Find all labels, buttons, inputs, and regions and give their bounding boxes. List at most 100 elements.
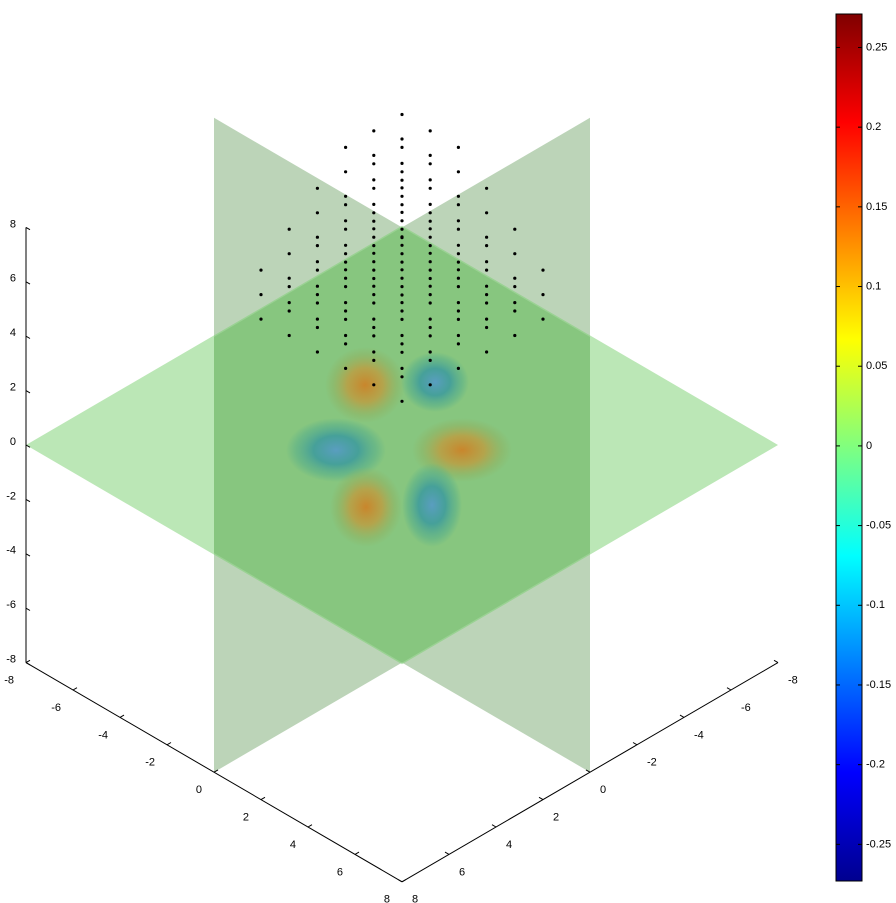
sample-point <box>344 342 348 346</box>
sample-point <box>485 268 489 272</box>
sample-point <box>456 309 460 313</box>
sample-point <box>315 350 319 354</box>
sample-point <box>400 145 404 149</box>
y-tick <box>679 714 685 718</box>
sample-point <box>315 260 319 264</box>
y-tick-label: -8 <box>788 675 798 687</box>
sample-point <box>513 285 517 289</box>
sample-point <box>428 268 432 272</box>
x-tick <box>213 769 219 773</box>
sample-point <box>485 260 489 264</box>
y-tick <box>632 742 638 746</box>
sample-point <box>287 285 291 289</box>
slice-plane <box>26 225 778 665</box>
sample-point <box>372 276 376 281</box>
colorbar-tick-label: 0.15 <box>866 201 887 213</box>
z-tick <box>25 553 31 557</box>
sample-point <box>456 317 460 321</box>
z-tick <box>25 662 31 666</box>
sample-point <box>372 219 376 223</box>
colorbar-tick-label: -0.25 <box>866 838 891 850</box>
sample-point <box>344 260 348 264</box>
z-tick <box>25 226 31 231</box>
sample-point <box>344 243 348 247</box>
sample-point <box>400 293 404 297</box>
sample-point <box>428 186 432 190</box>
z-tick-label: 4 <box>10 327 16 339</box>
sample-point <box>485 350 489 354</box>
sample-point <box>400 178 404 182</box>
colorbar-tick-label: 0.2 <box>866 121 881 133</box>
sample-point <box>428 301 432 305</box>
sample-point <box>287 276 291 280</box>
sample-point <box>372 244 376 248</box>
sample-point <box>372 260 376 264</box>
sample-point <box>428 178 432 182</box>
sample-point <box>372 186 376 190</box>
sample-point <box>456 227 460 231</box>
colorbar: -0.25 -0.2 -0.15 -0.1 -0.05 0 0.05 0.1 0.15 0.2 0.… <box>835 13 891 882</box>
y-tick <box>491 824 497 828</box>
sample-point <box>400 161 404 165</box>
colorbar-tick-label: 0.25 <box>866 41 887 53</box>
axes: -8 -6 -4 -2 0 2 4 6 8 -8 -6 -4 -2 0 2 4 6 8 -8 -6 -4 -2 0 2 4 6 8 <box>4 218 798 903</box>
sample-point <box>400 210 404 214</box>
sample-point <box>513 276 517 280</box>
sample-point <box>400 309 404 313</box>
lobe <box>330 467 402 547</box>
y-tick-label: 0 <box>600 784 606 796</box>
sample-point <box>400 366 404 370</box>
sample-point <box>485 284 489 288</box>
y-tick <box>726 687 732 691</box>
sample-point <box>400 243 404 247</box>
x-tick-label: 8 <box>384 894 390 903</box>
sample-point <box>372 211 376 215</box>
sample-point <box>456 252 460 256</box>
sample-point <box>513 309 517 313</box>
sample-point <box>315 293 319 297</box>
sample-point <box>372 284 376 288</box>
z-tick <box>25 281 31 285</box>
y-tick-label: 8 <box>412 894 418 903</box>
sample-point <box>400 137 404 141</box>
sample-point <box>344 366 348 370</box>
sample-point <box>315 211 319 215</box>
sample-point <box>485 244 489 248</box>
sample-point <box>485 186 489 190</box>
sample-point <box>372 251 376 255</box>
sample-point <box>344 145 348 149</box>
sample-point <box>485 235 489 239</box>
sample-point <box>541 317 545 321</box>
sample-point <box>541 268 545 272</box>
sample-point <box>485 325 489 330</box>
z-tick <box>25 335 31 339</box>
sample-point <box>372 293 376 297</box>
sample-point <box>456 194 460 198</box>
sample-point <box>456 285 460 289</box>
sample-point <box>315 284 319 288</box>
sample-point <box>456 268 460 272</box>
sample-point <box>400 342 404 346</box>
sample-point <box>485 317 489 321</box>
sample-point <box>315 301 319 305</box>
sample-point <box>372 227 376 231</box>
sample-point <box>428 334 432 338</box>
y-tick <box>538 796 544 801</box>
sample-points <box>259 112 545 403</box>
x-tick-label: 0 <box>196 784 202 796</box>
sample-point <box>372 129 376 133</box>
sample-point <box>485 293 489 297</box>
sample-point <box>400 333 404 338</box>
sample-point <box>372 334 376 338</box>
y-tick <box>397 879 403 883</box>
y-tick-label: -2 <box>647 757 657 769</box>
sample-point <box>344 194 348 198</box>
colorbar-tick-label: -0.1 <box>866 599 885 611</box>
sample-point <box>400 375 404 379</box>
sample-point <box>513 301 517 305</box>
x-tick-label: -2 <box>145 757 155 769</box>
y-tick-label: 4 <box>506 839 512 851</box>
y-tick-label: -6 <box>741 702 751 714</box>
y-tick-label: -4 <box>694 729 704 741</box>
x-tick <box>260 796 266 801</box>
